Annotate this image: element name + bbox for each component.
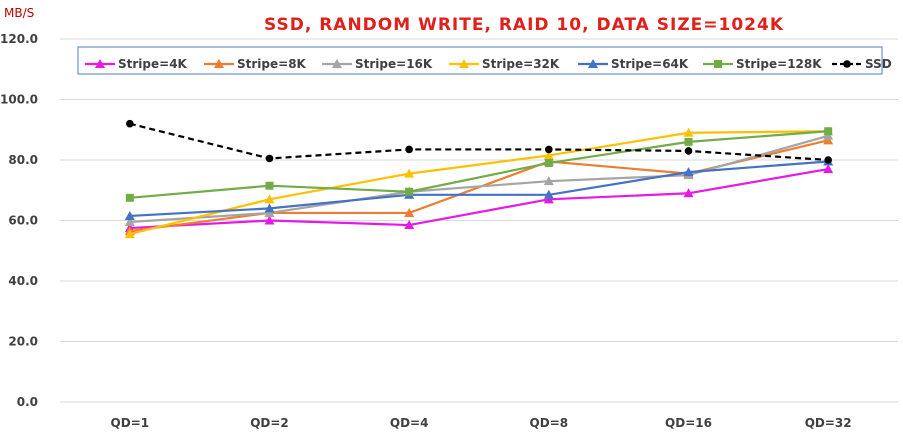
legend-item: SSD <box>832 57 892 71</box>
data-point <box>543 150 554 160</box>
legend-label: Stripe=16K <box>355 57 433 71</box>
legend-label: SSD <box>865 57 892 71</box>
legend-marker <box>459 59 469 68</box>
data-point <box>683 167 694 177</box>
data-point <box>684 137 693 146</box>
series-ssd <box>126 119 832 164</box>
y-axis-unit-label: MB/S <box>4 6 34 20</box>
data-point <box>824 156 832 164</box>
legend-label: Stripe=8K <box>237 57 307 71</box>
data-point <box>823 164 834 174</box>
series-stripe-128k <box>125 127 833 202</box>
data-point <box>823 130 834 140</box>
data-point <box>264 194 275 204</box>
y-tick-label: 0.0 <box>17 395 38 409</box>
x-tick-label: QD=32 <box>805 416 852 430</box>
legend-item: Stripe=128K <box>703 57 822 71</box>
data-point <box>824 127 833 136</box>
data-point <box>264 203 275 213</box>
legend-label: Stripe=32K <box>482 57 560 71</box>
legend-box <box>77 46 883 75</box>
data-point <box>543 189 554 199</box>
x-tick-label: QD=2 <box>250 416 289 430</box>
data-point <box>265 154 274 163</box>
legend-label: Stripe=128K <box>736 57 822 71</box>
data-point <box>124 229 135 239</box>
series-line <box>129 130 829 236</box>
y-axis-ticks: 0.0 20.0 40.0 60.0 80.0 100.0 120.0 <box>0 32 38 409</box>
data-point <box>125 193 134 202</box>
data-point <box>823 135 834 145</box>
y-tick-label: 40.0 <box>8 274 38 288</box>
y-tick-label: 80.0 <box>8 153 38 167</box>
legend-marker <box>843 60 851 68</box>
x-tick-label: QD=1 <box>111 416 150 430</box>
legend-item: Stripe=64K <box>578 57 689 71</box>
data-point <box>404 168 415 178</box>
data-point <box>124 210 135 220</box>
y-tick-label: 60.0 <box>8 214 38 228</box>
chart-title: SSD, RANDOM WRITE, RAID 10, DATA SIZE=10… <box>264 15 784 35</box>
data-point <box>126 119 134 128</box>
x-tick-label: QD=4 <box>390 416 429 430</box>
data-point <box>684 147 693 155</box>
legend-label: Stripe=64K <box>611 57 689 71</box>
data-point <box>544 159 553 168</box>
legend-marker <box>714 60 722 68</box>
data-point <box>683 127 694 137</box>
series-line <box>129 134 829 224</box>
legend-marker <box>95 59 105 68</box>
y-tick-label: 100.0 <box>0 93 38 107</box>
x-axis-ticks: QD=1 QD=2 QD=4 QD=8 QD=16 QD=32 <box>111 416 852 430</box>
data-point <box>405 187 414 196</box>
series-stripe-32k <box>124 126 834 239</box>
legend-marker <box>214 59 224 68</box>
series-line <box>129 130 829 199</box>
data-point <box>683 188 694 198</box>
data-point <box>265 181 274 190</box>
series-line <box>129 160 829 218</box>
legend-marker <box>588 59 598 68</box>
legend-item: Stripe=16K <box>322 57 433 71</box>
data-point <box>545 145 553 154</box>
series-line <box>129 122 829 162</box>
series-layer <box>124 119 834 239</box>
data-point <box>543 176 554 186</box>
x-tick-label: QD=8 <box>530 416 569 430</box>
data-point <box>124 217 135 227</box>
series-stripe-4k <box>124 164 834 233</box>
legend-item: Stripe=4K <box>85 57 188 71</box>
data-point <box>543 194 554 204</box>
data-point <box>404 207 415 217</box>
legend-item: Stripe=8K <box>204 57 307 71</box>
series-line <box>129 167 829 230</box>
data-point <box>264 207 275 217</box>
legend: Stripe=4K Stripe=8K Stripe=16K Stripe=32K St… <box>85 57 892 71</box>
legend-marker <box>332 59 342 68</box>
data-point <box>405 145 413 154</box>
data-point <box>264 215 275 225</box>
data-point <box>404 220 415 230</box>
y-tick-label: 20.0 <box>8 335 38 349</box>
legend-label: Stripe=4K <box>118 57 188 71</box>
legend-item: Stripe=32K <box>449 57 560 71</box>
y-tick-label: 120.0 <box>0 32 38 46</box>
gridlines <box>60 38 898 403</box>
x-tick-label: QD=16 <box>665 416 712 430</box>
